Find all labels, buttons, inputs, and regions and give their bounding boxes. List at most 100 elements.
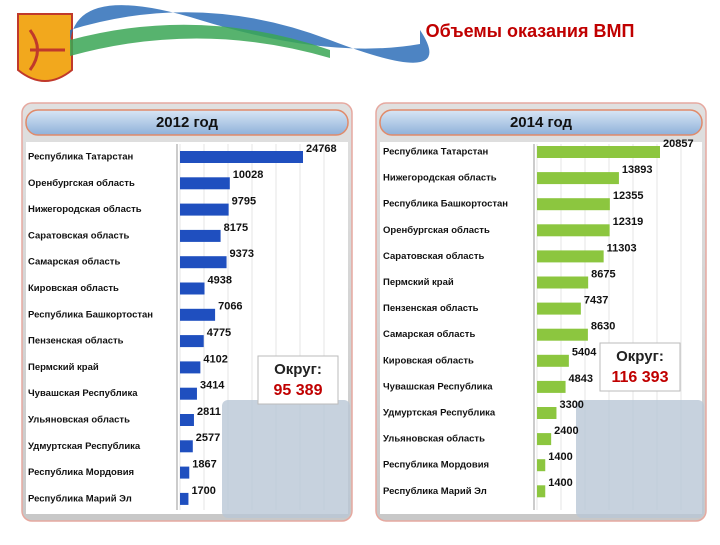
bar — [180, 151, 303, 163]
value-label: 2577 — [196, 432, 220, 444]
bar — [180, 282, 205, 295]
bar — [537, 485, 546, 498]
value-label: 4843 — [569, 373, 593, 385]
bar — [537, 328, 588, 341]
value-label: 20857 — [663, 138, 694, 150]
bar — [180, 203, 229, 216]
bar — [180, 177, 230, 190]
value-label: 1400 — [548, 477, 572, 489]
bar — [537, 146, 660, 158]
value-label: 4102 — [203, 353, 227, 365]
bar — [537, 459, 546, 472]
category-label: Нижегородская область — [383, 173, 497, 184]
category-label: Республика Башкортостан — [383, 199, 508, 210]
value-label: 9373 — [230, 248, 254, 260]
category-label: Республика Марий Эл — [383, 486, 487, 497]
category-label: Республика Татарстан — [28, 152, 134, 163]
bar — [180, 440, 193, 453]
ribbon-green — [70, 24, 330, 58]
value-label: 1400 — [548, 451, 572, 463]
value-label: 24768 — [306, 143, 337, 155]
category-label: Пензенская область — [383, 303, 479, 314]
charts: 2012 год Республика Татарстан 24768 Оренбур… — [21, 102, 707, 522]
value-label: 12319 — [613, 216, 644, 228]
bar — [180, 335, 204, 348]
value-label: 7437 — [584, 295, 608, 307]
total-label: Округ: — [274, 361, 322, 378]
bar — [537, 380, 566, 393]
category-label: Чувашская Республика — [383, 381, 493, 392]
header-pill — [25, 109, 349, 136]
total-label: Округ: — [616, 348, 664, 365]
bar — [180, 414, 194, 426]
value-label: 10028 — [233, 169, 264, 181]
value-label: 7066 — [218, 301, 242, 313]
category-label: Оренбургская область — [28, 178, 135, 189]
value-label: 9795 — [232, 196, 256, 208]
bar — [537, 433, 552, 446]
bar — [180, 308, 216, 321]
category-label: Нижегородская область — [28, 204, 142, 215]
bar — [180, 492, 189, 505]
value-label: 8175 — [224, 222, 248, 234]
category-label: Ульяновская область — [28, 415, 130, 426]
value-label: 3300 — [559, 399, 583, 411]
total-box — [257, 355, 339, 405]
emblem — [17, 13, 73, 82]
value-label: 8675 — [591, 268, 615, 280]
value-label: 5404 — [572, 347, 597, 359]
bar — [537, 407, 557, 419]
value-label: 4775 — [207, 327, 231, 339]
category-label: Удмуртская Республика — [383, 408, 496, 419]
category-label: Удмуртская Республика — [28, 441, 141, 452]
total-box — [599, 342, 681, 392]
category-label: Республика Башкортостан — [28, 309, 153, 320]
bar — [180, 361, 201, 374]
value-label: 4938 — [208, 274, 232, 286]
slide-title: Объемы оказания ВМП — [426, 21, 635, 41]
category-label: Саратовская область — [28, 230, 129, 241]
value-label: 8630 — [591, 321, 615, 333]
ribbon — [70, 5, 430, 63]
category-label: Чувашская Республика — [28, 388, 138, 399]
category-label: Республика Мордовия — [383, 460, 489, 471]
bar — [537, 354, 569, 367]
bar — [537, 250, 604, 263]
value-label: 1867 — [192, 459, 216, 471]
chart-title: 2014 год — [510, 114, 573, 131]
category-label: Республика Марий Эл — [28, 493, 132, 504]
bar — [537, 172, 619, 185]
bar — [180, 387, 197, 400]
category-label: Пермский край — [28, 362, 99, 373]
category-label: Пермский край — [383, 277, 454, 288]
bar — [180, 256, 227, 269]
bar — [180, 466, 190, 479]
bar — [537, 302, 581, 315]
header-pill — [379, 109, 703, 136]
category-label: Кировская область — [28, 283, 119, 294]
category-label: Самарская область — [383, 329, 475, 340]
value-label: 11303 — [607, 242, 637, 254]
value-label: 1700 — [191, 485, 215, 497]
value-label: 2811 — [197, 406, 221, 418]
value-label: 12355 — [613, 190, 644, 202]
chart-title: 2012 год — [156, 114, 219, 131]
photo — [222, 400, 350, 518]
category-label: Самарская область — [28, 257, 120, 268]
photo — [576, 400, 704, 518]
value-label: 2400 — [554, 425, 578, 437]
category-label: Ульяновская область — [383, 434, 485, 445]
category-label: Республика Мордовия — [28, 467, 134, 478]
category-label: Республика Татарстан — [383, 147, 489, 158]
total-value: 116 393 — [612, 369, 669, 386]
total-value: 95 389 — [274, 382, 323, 399]
category-label: Саратовская область — [383, 251, 484, 262]
category-label: Кировская область — [383, 355, 474, 366]
bar — [537, 224, 610, 237]
value-label: 3414 — [200, 380, 225, 392]
bar — [537, 276, 589, 289]
category-label: Пензенская область — [28, 336, 124, 347]
value-label: 13893 — [622, 164, 653, 176]
bar — [537, 198, 610, 211]
